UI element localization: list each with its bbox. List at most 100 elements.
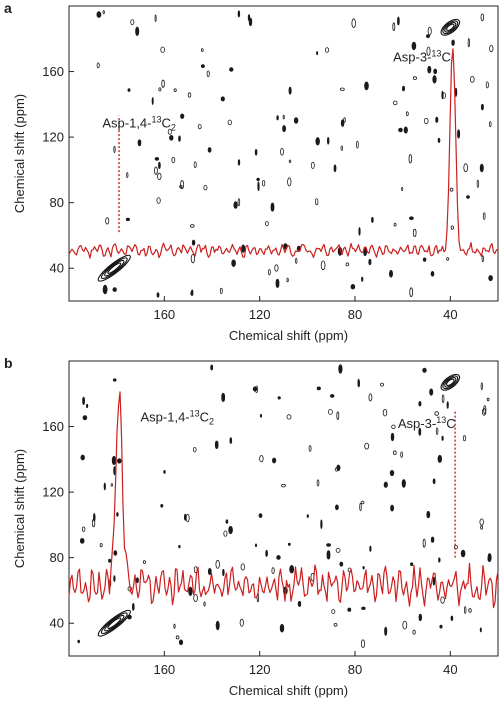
contour-peak xyxy=(297,600,302,607)
diagonal-contour xyxy=(107,262,122,274)
x-tick-label: 160 xyxy=(153,307,175,322)
contour-peak xyxy=(359,502,362,512)
diagonal-contour xyxy=(100,612,128,635)
contour-peak xyxy=(99,543,103,548)
contour-peak xyxy=(324,47,330,53)
contour-peak xyxy=(111,455,117,466)
contour-peak xyxy=(214,440,219,449)
contour-peak xyxy=(435,116,439,123)
diagonal-contour xyxy=(444,377,457,388)
x-tick-label: 120 xyxy=(249,307,271,322)
contour-peak xyxy=(281,483,286,488)
contour-peak xyxy=(308,445,312,452)
diagonal-contour xyxy=(442,20,459,35)
contour-peak xyxy=(338,364,343,374)
peak-annotation: Asp-3-13C xyxy=(398,415,456,431)
contour-peak xyxy=(426,510,431,519)
spectrum-trace xyxy=(68,48,499,259)
diagonal-contour xyxy=(100,257,128,280)
contour-peak xyxy=(154,156,160,161)
contour-peak xyxy=(271,567,275,574)
contour-peak xyxy=(439,624,443,629)
contour-peak xyxy=(401,479,406,488)
contour-peak xyxy=(418,427,422,436)
contour-peak xyxy=(190,224,195,228)
contour-peak xyxy=(368,258,372,266)
contour-peak xyxy=(225,519,229,524)
contour-peak xyxy=(480,382,483,391)
contour-peak xyxy=(400,451,403,458)
contour-peak xyxy=(364,81,369,91)
contour-peak xyxy=(466,195,470,199)
contour-peak xyxy=(438,557,441,563)
contour-peak xyxy=(310,161,315,169)
contour-peak xyxy=(333,164,337,173)
contour-peak xyxy=(315,198,319,206)
panel-b: b 160 120 80 40 160 120 80 40 Chemical shift (pp… xyxy=(0,355,500,700)
contour-peak xyxy=(254,149,258,156)
contour-peak xyxy=(479,518,484,526)
contour-peak xyxy=(282,125,287,133)
contour-peak xyxy=(178,135,181,142)
contour-peak xyxy=(237,10,241,18)
contour-peak xyxy=(330,394,335,398)
contour-peak xyxy=(228,525,233,535)
contour-peak xyxy=(193,593,198,602)
contour-peak xyxy=(405,111,409,117)
contour-peak xyxy=(380,382,384,387)
diagonal-contour xyxy=(446,23,455,32)
contour-peak xyxy=(86,403,89,409)
contour-peak xyxy=(201,48,204,52)
contour-peak xyxy=(222,568,225,577)
contour-peak xyxy=(207,147,212,153)
contour-peak xyxy=(487,553,492,563)
contour-peak xyxy=(96,11,102,18)
contour-peak xyxy=(286,414,292,420)
contour-peak xyxy=(315,137,320,146)
contour-peak xyxy=(441,92,447,99)
x-tick-label: 80 xyxy=(348,307,362,322)
contour-peak xyxy=(190,289,194,296)
contour-peak xyxy=(462,435,467,442)
contour-peak xyxy=(432,576,436,586)
contour-peak xyxy=(210,364,214,371)
contour-peak xyxy=(239,618,244,627)
contour-peak xyxy=(482,212,486,220)
contour-peak xyxy=(151,97,154,105)
contour-peak xyxy=(334,504,339,511)
x-axis-label: Chemical shift (ppm) xyxy=(229,683,348,698)
diagonal-contour xyxy=(446,378,455,387)
panel-letter: a xyxy=(4,0,12,16)
contour-peak xyxy=(460,549,466,558)
diagonal-contour xyxy=(440,373,461,391)
y-tick-label: 120 xyxy=(42,485,64,500)
contour-peak xyxy=(173,623,176,629)
contour-peak xyxy=(489,121,492,128)
contour-peak xyxy=(469,76,475,83)
contour-peak xyxy=(412,629,416,635)
diagonal-peak xyxy=(97,609,131,637)
y-tick-label: 120 xyxy=(42,130,64,145)
contour-peak xyxy=(108,558,112,563)
contour-peak xyxy=(488,275,493,282)
contour-peak xyxy=(392,450,397,455)
panel-letter: b xyxy=(4,355,13,371)
contour-peak xyxy=(288,86,292,95)
contour-peak xyxy=(227,119,232,126)
contour-peak xyxy=(418,613,422,622)
contour-peak xyxy=(450,615,454,621)
contour-peak xyxy=(450,225,454,230)
peak-annotation: Asp-1,4-13C2 xyxy=(102,114,176,132)
contour-peak xyxy=(276,555,281,560)
contour-peak xyxy=(154,14,157,22)
contour-peak xyxy=(173,88,177,92)
contour-peak xyxy=(486,397,490,402)
contour-peak xyxy=(393,222,397,227)
contour-peak xyxy=(113,575,116,582)
x-tick-label: 40 xyxy=(443,307,457,322)
contour-peak xyxy=(383,481,388,488)
contour-peak xyxy=(215,559,220,569)
contour-peak xyxy=(425,34,430,38)
contour-peak xyxy=(426,46,431,57)
contour-peak xyxy=(398,127,403,133)
